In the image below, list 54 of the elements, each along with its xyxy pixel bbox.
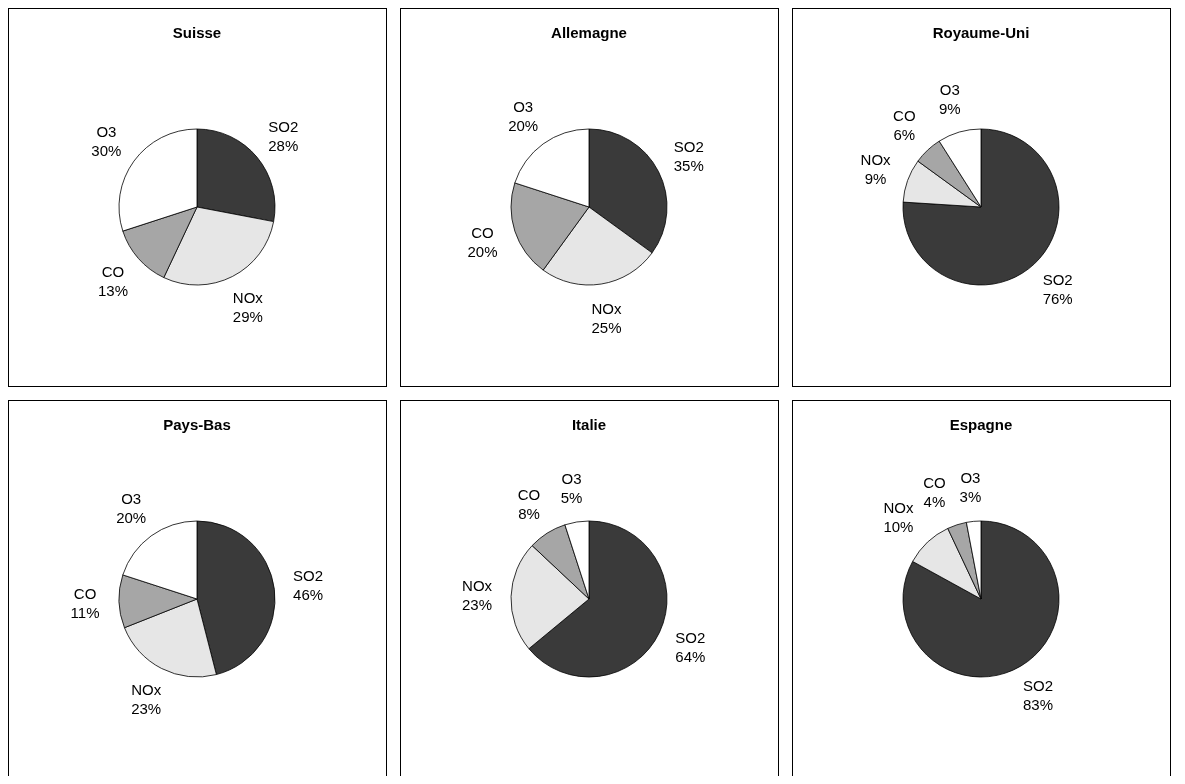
data-label: 20%: [508, 117, 539, 135]
slice-label: O3: [96, 123, 117, 141]
data-label: 25%: [591, 318, 622, 336]
slice-label: CO: [101, 263, 125, 281]
data-label: 9%: [864, 170, 887, 188]
slice-label: NOx: [131, 680, 162, 698]
data-label: 5%: [560, 489, 583, 507]
chart-title: Pays-Bas: [163, 416, 231, 433]
slice-label: NOx: [860, 151, 892, 169]
slice-label: SO2: [268, 117, 299, 135]
data-label: 35%: [673, 157, 704, 175]
data-label: 11%: [70, 603, 100, 621]
slice-label: NOx: [883, 499, 914, 517]
data-label: 6%: [893, 126, 916, 144]
chart-title: Suisse: [172, 24, 222, 41]
slice-label: O3: [561, 470, 582, 488]
data-label: 4%: [923, 493, 946, 511]
data-label: 13%: [97, 282, 128, 300]
slice-label: SO2: [1042, 270, 1073, 288]
slice-label: SO2: [293, 566, 324, 584]
data-label: 46%: [293, 585, 324, 603]
data-label: 83%: [1023, 696, 1054, 714]
slice-label: CO: [471, 223, 494, 241]
chart-title: Italie: [571, 416, 607, 433]
slice-label: SO2: [675, 628, 706, 646]
data-label: 29%: [232, 307, 263, 325]
slice-label: O3: [939, 81, 960, 99]
slice-label: CO: [893, 107, 916, 125]
slice-label: O3: [960, 469, 981, 487]
data-label: 23%: [131, 699, 162, 717]
data-label: 64%: [675, 647, 706, 665]
chart-title: Allemagne: [551, 24, 627, 41]
slice-label: NOx: [591, 299, 623, 317]
data-label: 9%: [938, 100, 961, 118]
data-label: 8%: [518, 505, 540, 523]
data-label: 20%: [467, 242, 498, 260]
slice-label: SO2: [673, 138, 704, 156]
data-label: 30%: [91, 142, 122, 160]
slice-label: NOx: [232, 288, 264, 306]
data-label: 76%: [1042, 289, 1073, 307]
slice-label: O3: [513, 98, 534, 116]
slice-label: O3: [121, 490, 142, 508]
slice-label: NOx: [462, 577, 493, 595]
data-label: 3%: [959, 488, 982, 506]
slice-label: CO: [517, 486, 541, 504]
slice-label: CO: [923, 474, 946, 492]
slice-label: SO2: [1023, 677, 1054, 695]
data-label: 23%: [462, 596, 493, 614]
slice-label: CO: [73, 584, 97, 602]
data-label: 20%: [116, 509, 147, 527]
data-label: 28%: [268, 136, 299, 154]
data-label: 10%: [883, 518, 914, 536]
chart-title: Royaume-Uni: [932, 24, 1030, 41]
chart-title: Espagne: [949, 416, 1013, 433]
